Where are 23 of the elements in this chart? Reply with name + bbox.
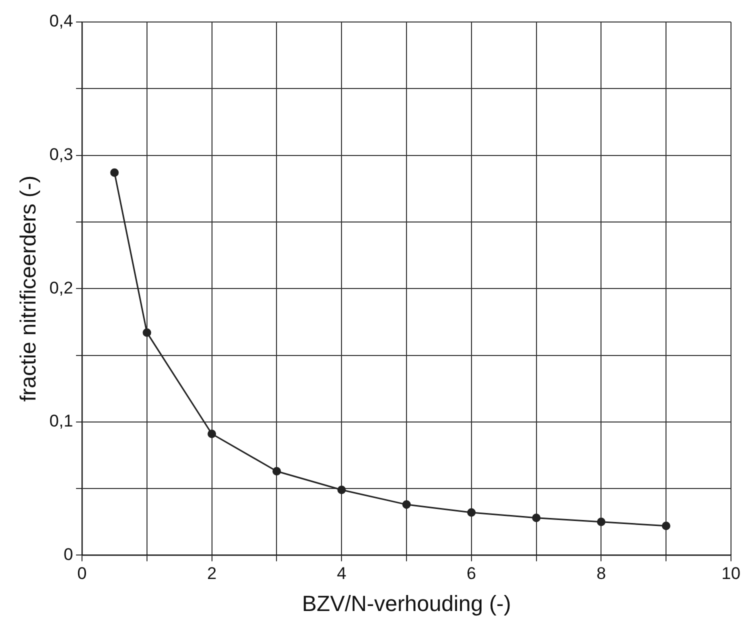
y-tick-label: 0,4 bbox=[49, 12, 74, 31]
y-tick-label: 0,2 bbox=[49, 278, 74, 298]
point bbox=[662, 522, 670, 530]
x-tick-label: 2 bbox=[207, 564, 217, 584]
point bbox=[402, 500, 411, 509]
point bbox=[208, 430, 216, 438]
point bbox=[272, 466, 281, 476]
x-axis-title: BZV/N-verhouding (-) bbox=[302, 590, 512, 616]
x-tick-label: 10 bbox=[722, 564, 740, 584]
x-tick-label: 0 bbox=[77, 564, 87, 584]
x-tick-label: 6 bbox=[466, 564, 476, 584]
x-tick-label: 4 bbox=[336, 564, 346, 584]
y-tick-label: 0,1 bbox=[49, 412, 74, 431]
point bbox=[596, 518, 606, 526]
point bbox=[532, 514, 541, 522]
y-tick-label: 0 bbox=[64, 544, 74, 564]
y-axis-title: fractie nitrificeerders (-) bbox=[15, 176, 40, 402]
point bbox=[467, 508, 476, 517]
point bbox=[110, 168, 119, 177]
y-tick-label: 0,3 bbox=[49, 144, 74, 164]
x-tick-label: 8 bbox=[596, 564, 606, 584]
point bbox=[142, 328, 152, 337]
point bbox=[337, 486, 346, 494]
